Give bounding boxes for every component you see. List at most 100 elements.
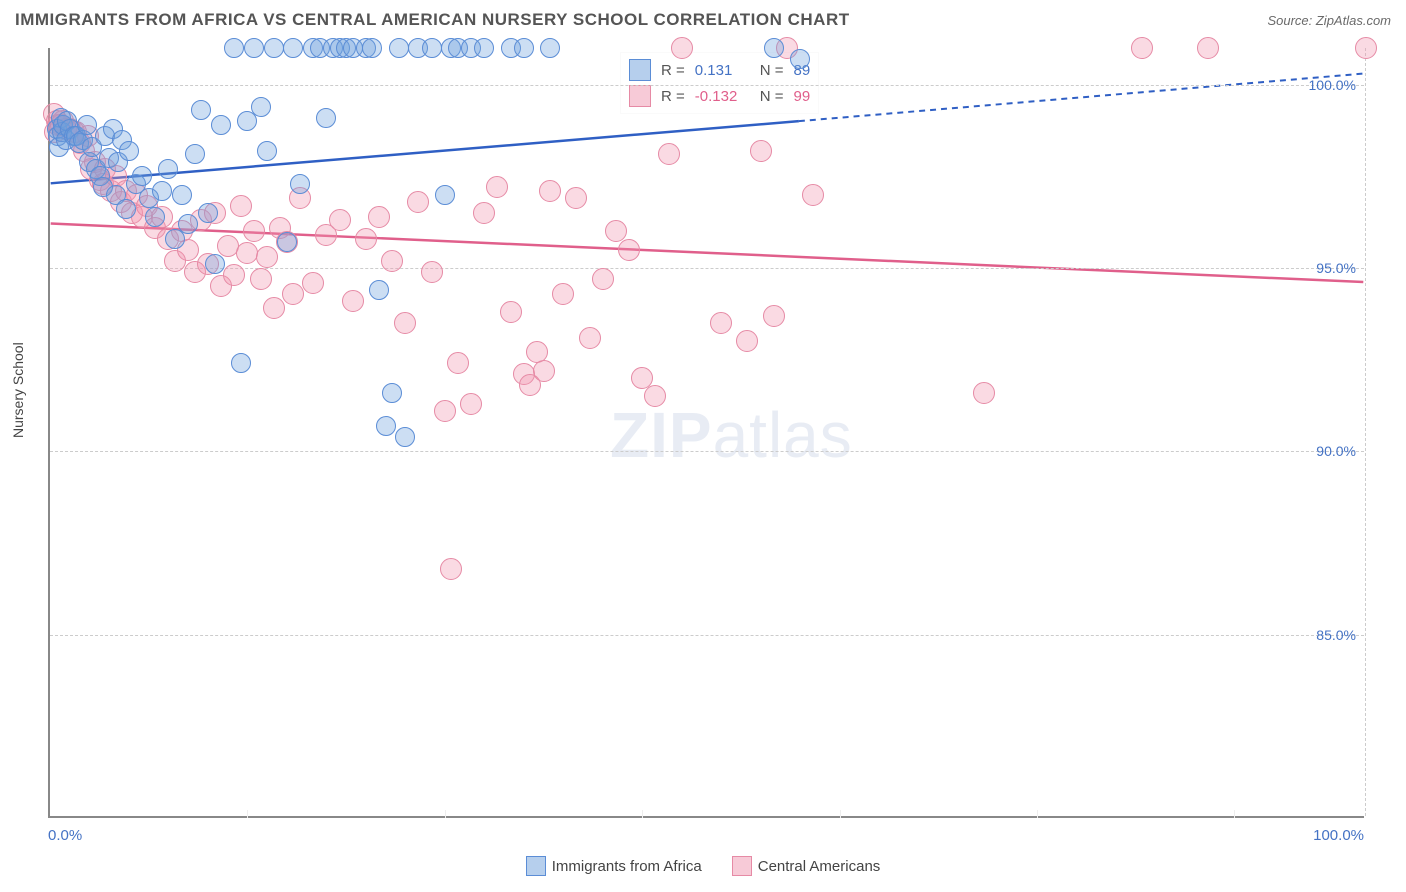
scatter-point bbox=[198, 203, 218, 223]
scatter-point bbox=[211, 115, 231, 135]
scatter-point bbox=[973, 382, 995, 404]
scatter-point bbox=[290, 174, 310, 194]
scatter-point bbox=[434, 400, 456, 422]
gridline-vertical bbox=[840, 810, 841, 818]
r-label: R = bbox=[661, 62, 685, 79]
scatter-point bbox=[447, 352, 469, 374]
scatter-point bbox=[435, 185, 455, 205]
scatter-point bbox=[671, 37, 693, 59]
scatter-point bbox=[790, 49, 810, 69]
scatter-point bbox=[389, 38, 409, 58]
y-tick-label: 90.0% bbox=[1316, 443, 1356, 459]
y-axis-title: Nursery School bbox=[10, 342, 26, 438]
legend-color-swatch bbox=[526, 856, 546, 876]
scatter-point bbox=[244, 38, 264, 58]
scatter-point bbox=[277, 232, 297, 252]
scatter-point bbox=[474, 38, 494, 58]
scatter-point bbox=[264, 38, 284, 58]
scatter-point bbox=[119, 141, 139, 161]
gridline-vertical bbox=[247, 810, 248, 818]
scatter-point bbox=[394, 312, 416, 334]
scatter-point bbox=[644, 385, 666, 407]
scatter-point bbox=[223, 264, 245, 286]
scatter-point bbox=[658, 143, 680, 165]
legend-color-swatch bbox=[629, 85, 651, 107]
scatter-point bbox=[342, 290, 364, 312]
scatter-point bbox=[263, 297, 285, 319]
scatter-point bbox=[565, 187, 587, 209]
gridline-vertical-end bbox=[1365, 48, 1366, 816]
watermark: ZIPatlas bbox=[610, 398, 853, 472]
scatter-point bbox=[552, 283, 574, 305]
gridline-horizontal bbox=[50, 635, 1364, 636]
gridline-vertical bbox=[1234, 810, 1235, 818]
scatter-point bbox=[329, 209, 351, 231]
scatter-point bbox=[236, 242, 258, 264]
gridline-horizontal bbox=[50, 268, 1364, 269]
y-tick-label: 100.0% bbox=[1309, 77, 1356, 93]
scatter-point bbox=[710, 312, 732, 334]
legend-color-swatch bbox=[629, 59, 651, 81]
scatter-point bbox=[251, 97, 271, 117]
chart-plot-area: R =0.131N =89R =-0.132N =99 ZIPatlas 85.… bbox=[48, 48, 1364, 818]
scatter-point bbox=[381, 250, 403, 272]
series-legend-item: Central Americans bbox=[732, 856, 881, 876]
y-tick-label: 85.0% bbox=[1316, 627, 1356, 643]
series-legend: Immigrants from Africa Central Americans bbox=[0, 856, 1406, 880]
scatter-point bbox=[369, 280, 389, 300]
scatter-point bbox=[145, 207, 165, 227]
scatter-point bbox=[473, 202, 495, 224]
scatter-point bbox=[376, 416, 396, 436]
scatter-point bbox=[802, 184, 824, 206]
gridline-vertical bbox=[1037, 810, 1038, 818]
scatter-point bbox=[316, 108, 336, 128]
correlation-legend-row: R =0.131N =89 bbox=[629, 57, 810, 83]
scatter-point bbox=[282, 283, 304, 305]
scatter-point bbox=[592, 268, 614, 290]
series-legend-label: Immigrants from Africa bbox=[552, 858, 702, 875]
scatter-point bbox=[1355, 37, 1377, 59]
y-tick-label: 95.0% bbox=[1316, 260, 1356, 276]
scatter-point bbox=[1197, 37, 1219, 59]
legend-color-swatch bbox=[732, 856, 752, 876]
trend-lines-svg bbox=[50, 48, 1364, 816]
scatter-point bbox=[116, 199, 136, 219]
scatter-point bbox=[185, 144, 205, 164]
gridline-vertical bbox=[642, 810, 643, 818]
scatter-point bbox=[231, 353, 251, 373]
correlation-legend: R =0.131N =89R =-0.132N =99 bbox=[620, 52, 819, 114]
scatter-point bbox=[355, 228, 377, 250]
scatter-point bbox=[736, 330, 758, 352]
scatter-point bbox=[500, 301, 522, 323]
scatter-point bbox=[368, 206, 390, 228]
scatter-point bbox=[395, 427, 415, 447]
scatter-point bbox=[302, 272, 324, 294]
scatter-point bbox=[178, 214, 198, 234]
gridline-vertical bbox=[445, 810, 446, 818]
scatter-point bbox=[539, 180, 561, 202]
scatter-point bbox=[540, 38, 560, 58]
scatter-point bbox=[750, 140, 772, 162]
scatter-point bbox=[172, 185, 192, 205]
chart-source: Source: ZipAtlas.com bbox=[1267, 13, 1391, 28]
series-legend-label: Central Americans bbox=[758, 858, 881, 875]
scatter-point bbox=[152, 181, 172, 201]
scatter-point bbox=[421, 261, 443, 283]
gridline-horizontal bbox=[50, 451, 1364, 452]
scatter-point bbox=[256, 246, 278, 268]
scatter-point bbox=[283, 38, 303, 58]
scatter-point bbox=[382, 383, 402, 403]
correlation-legend-row: R =-0.132N =99 bbox=[629, 83, 810, 109]
scatter-point bbox=[243, 220, 265, 242]
r-value: -0.132 bbox=[695, 88, 750, 105]
x-tick-label-right: 100.0% bbox=[1313, 827, 1364, 844]
series-legend-item: Immigrants from Africa bbox=[526, 856, 702, 876]
scatter-point bbox=[230, 195, 252, 217]
scatter-point bbox=[1131, 37, 1153, 59]
scatter-point bbox=[407, 191, 429, 213]
x-tick-label-left: 0.0% bbox=[48, 827, 82, 844]
trend-line-dashed bbox=[799, 74, 1363, 122]
r-value: 0.131 bbox=[695, 62, 750, 79]
scatter-point bbox=[422, 38, 442, 58]
scatter-point bbox=[158, 159, 178, 179]
